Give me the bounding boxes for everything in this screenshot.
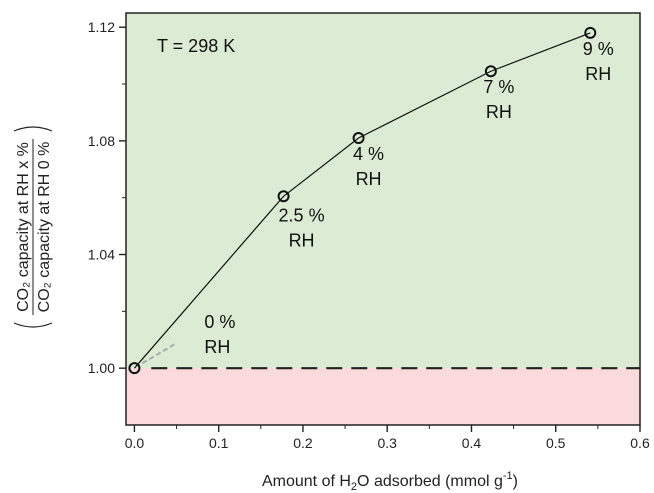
point-label: 9 % — [583, 39, 614, 59]
point-label: 2.5 % — [279, 205, 325, 225]
point-label: 4 % — [353, 144, 384, 164]
x-tick-label: 0.0 — [125, 435, 145, 451]
plot-frame — [125, 12, 641, 426]
data-point — [128, 362, 141, 375]
y-tick-label: 1.08 — [88, 133, 115, 149]
point-label: RH — [289, 230, 315, 250]
x-tick-label: 0.6 — [630, 435, 650, 451]
region-below — [126, 368, 640, 425]
x-axis-title-mid: O adsorbed (mmol g — [357, 473, 503, 490]
y-tick-label: 1.12 — [88, 19, 115, 35]
x-axis-title-sup: -1 — [503, 470, 513, 482]
y-axis-title-numerator: CO₂ capacity at RH x % — [15, 142, 32, 312]
point-label: 0 % — [204, 312, 235, 332]
x-axis-title: Amount of H2O adsorbed (mmol g-1) — [262, 470, 518, 493]
y-axis-title-denominator: CO₂ capacity at RH 0 % — [36, 142, 53, 313]
point-label: RH — [585, 64, 611, 84]
x-tick-label: 0.1 — [209, 435, 229, 451]
x-tick-label: 0.5 — [546, 435, 566, 451]
x-tick-label: 0.2 — [293, 435, 313, 451]
y-axis-title-right-paren — [13, 126, 53, 132]
point-label: RH — [486, 102, 512, 122]
point-label: RH — [356, 169, 382, 189]
y-axis-title: CO₂ capacity at RH x % CO₂ capacity at R… — [13, 126, 53, 328]
x-axis-title-prefix: Amount of H — [262, 473, 351, 490]
y-tick-label: 1.00 — [88, 360, 115, 376]
y-tick-label: 1.04 — [88, 247, 115, 263]
data-point — [584, 26, 597, 39]
zero-label-leader — [141, 342, 177, 365]
x-tick-label: 0.4 — [462, 435, 482, 451]
data-point — [484, 65, 497, 78]
point-label: RH — [204, 337, 230, 357]
y-axis-title-left-paren — [13, 322, 53, 328]
x-axis-title-suffix: ) — [513, 473, 518, 490]
point-label: 7 % — [483, 77, 514, 97]
data-point — [352, 132, 365, 145]
x-axis-title-sub: 2 — [351, 481, 357, 493]
x-tick-label: 0.3 — [377, 435, 397, 451]
series-line — [133, 32, 591, 369]
data-point — [277, 190, 290, 203]
temperature-annotation: T = 298 K — [157, 36, 235, 56]
region-above — [126, 13, 640, 369]
